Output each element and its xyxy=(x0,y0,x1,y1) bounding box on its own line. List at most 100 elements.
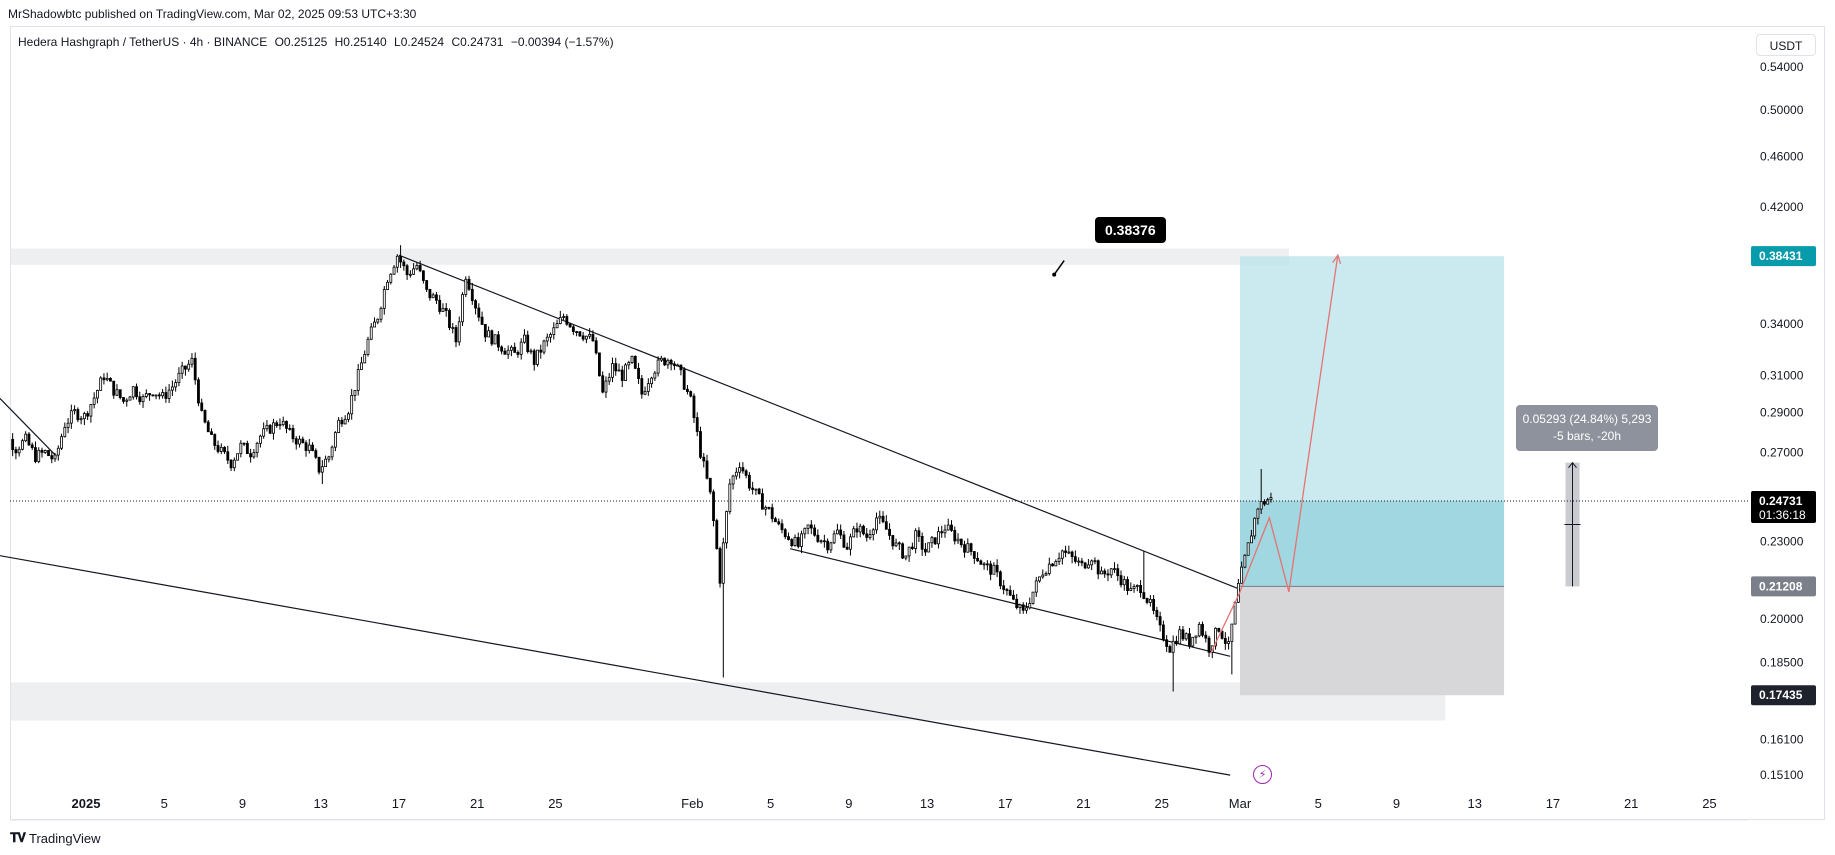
candle-body xyxy=(347,413,350,420)
candle-body xyxy=(252,452,256,458)
target-price-badge xyxy=(1751,246,1816,267)
candle-body xyxy=(43,450,47,453)
x-tick-label: 21 xyxy=(470,796,484,811)
y-tick-label: 0.20000 xyxy=(1760,612,1804,626)
candle-body xyxy=(1227,641,1231,644)
symbol-legend: Hedera Hashgraph / TetherUS · 4h · BINAN… xyxy=(18,35,618,49)
brand-name: TradingView xyxy=(29,830,101,846)
candle-body xyxy=(920,535,924,550)
candle-body xyxy=(568,323,572,328)
price-callout[interactable]: 0.38376 xyxy=(1095,217,1166,243)
y-tick-label: 0.54000 xyxy=(1760,60,1804,74)
candle-body xyxy=(604,380,608,393)
candle-body xyxy=(972,551,976,559)
demand-zone xyxy=(10,682,1446,721)
candle-body xyxy=(190,357,194,365)
candle-body xyxy=(1100,570,1103,575)
candle-body xyxy=(966,543,970,553)
y-tick-label: 0.29000 xyxy=(1760,406,1804,420)
candle-body xyxy=(754,488,758,491)
lightning-bolt-icon[interactable]: ⚡ xyxy=(1253,765,1272,784)
candle-body xyxy=(1109,568,1113,576)
candle-body xyxy=(389,273,393,283)
candle-body xyxy=(314,450,318,458)
callout-stem xyxy=(1053,260,1065,276)
candle-body xyxy=(1142,592,1146,599)
candle-body xyxy=(425,280,429,290)
candle-body xyxy=(27,433,31,446)
candle-body xyxy=(164,392,168,399)
candle-body xyxy=(128,396,132,401)
candle-body xyxy=(888,528,891,536)
candle-body xyxy=(963,544,966,553)
candle-body xyxy=(1054,561,1058,567)
candle-body xyxy=(731,475,735,485)
candle-body xyxy=(236,453,239,461)
candle-body xyxy=(676,364,680,367)
y-tick-label: 0.18500 xyxy=(1760,655,1804,669)
candle-body xyxy=(956,538,960,542)
candle-body xyxy=(1204,634,1208,639)
candle-body xyxy=(839,529,843,536)
candle-body xyxy=(787,536,790,540)
tradingview-brand[interactable]: 𝐓𝐕 TradingView xyxy=(10,830,101,846)
candle-body xyxy=(343,418,347,425)
x-tick-label: 5 xyxy=(767,796,774,811)
candle-body xyxy=(1129,588,1133,591)
candle-body xyxy=(249,453,253,458)
candle-body xyxy=(884,521,888,530)
candle-body xyxy=(216,445,220,452)
candle-body xyxy=(640,378,644,395)
candle-body xyxy=(767,506,771,509)
candle-body xyxy=(66,422,70,428)
channel-support-trendline xyxy=(789,548,1231,657)
candle-body xyxy=(1148,598,1152,603)
candle-body xyxy=(1122,579,1126,586)
candle-body xyxy=(744,470,748,476)
candle-body xyxy=(594,340,598,354)
candle-body xyxy=(917,530,921,537)
candle-body xyxy=(278,424,282,427)
candle-body xyxy=(76,409,80,421)
x-tick-label: 5 xyxy=(1315,796,1322,811)
candle-body xyxy=(816,534,820,542)
currency-selector[interactable]: USDT xyxy=(1756,34,1816,56)
candle-body xyxy=(562,316,565,318)
x-tick-label: Mar xyxy=(1229,796,1252,811)
candle-body xyxy=(1220,630,1224,639)
candle-body xyxy=(170,386,174,391)
candle-body xyxy=(545,336,549,342)
candle-body xyxy=(1201,623,1204,636)
candle-body xyxy=(555,323,559,329)
candle-body xyxy=(193,357,197,381)
candle-body xyxy=(881,515,885,523)
y-tick-label: 0.16100 xyxy=(1760,732,1804,746)
candle-body xyxy=(503,350,507,355)
candle-body xyxy=(1171,640,1175,653)
candle-body xyxy=(591,334,595,342)
candle-body xyxy=(1139,585,1142,593)
candle-body xyxy=(894,542,898,547)
candle-body xyxy=(412,268,416,275)
candle-body xyxy=(614,363,618,372)
early-short-trendline xyxy=(0,397,58,457)
last-price-badge-countdown: 01:36:18 xyxy=(1759,508,1806,522)
candle-body xyxy=(937,531,940,545)
candle-body xyxy=(803,527,807,535)
candle-body xyxy=(686,388,689,392)
candle-body xyxy=(985,563,989,566)
candle-body xyxy=(1249,535,1253,544)
supply-zone xyxy=(10,248,1289,265)
candle-body xyxy=(245,442,249,455)
candle-body xyxy=(229,459,233,469)
candle-body xyxy=(112,380,116,396)
candle-body xyxy=(865,533,869,538)
candle-body xyxy=(1191,636,1195,647)
candle-body xyxy=(239,442,243,455)
x-tick-label: 21 xyxy=(1076,796,1090,811)
candle-body xyxy=(324,458,328,468)
candle-body xyxy=(992,564,996,575)
candle-body xyxy=(203,410,207,423)
candle-body xyxy=(418,265,422,272)
